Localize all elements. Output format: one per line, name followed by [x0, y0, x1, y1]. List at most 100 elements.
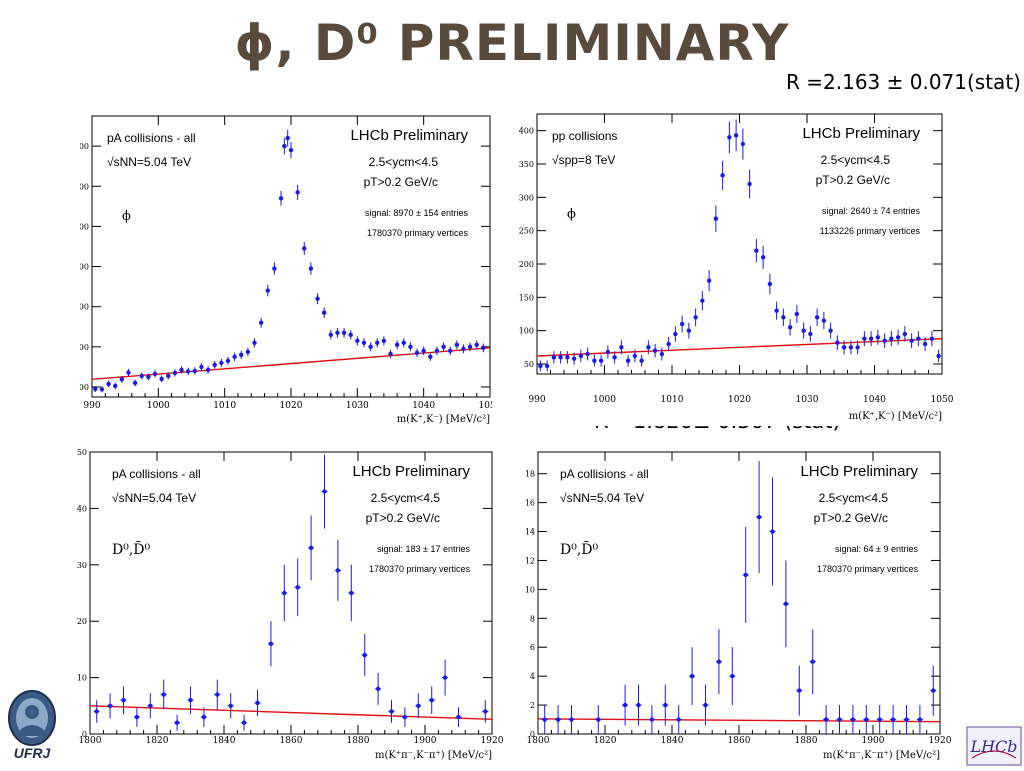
x-axis-label: m(K⁺π⁻,K⁻π⁺) [MeV/c²] [823, 750, 940, 761]
data-point [652, 343, 658, 358]
y-tick-label: 16 [525, 499, 535, 508]
data-point [781, 308, 786, 327]
data-point [551, 351, 557, 364]
data-point [592, 354, 597, 367]
data-point [740, 128, 746, 160]
data-point [713, 205, 719, 232]
data-point [99, 386, 105, 393]
data-point [808, 326, 813, 342]
x-tick-label: 1000 [593, 395, 616, 405]
data-point [267, 621, 274, 667]
particle-label: ϕ [122, 209, 131, 224]
ratio-phi: R =2.163 ± 0.071(stat) [786, 70, 1021, 94]
data-point [876, 705, 883, 734]
chart-d0-pA-left-svg: 1800 1820 1840 1860 1880 1900 1920 0 10 20 30 40 50 m… [77, 448, 504, 761]
x-tick-label: 1920 [929, 736, 952, 746]
x-tick-label: 1020 [280, 401, 303, 411]
data-point [747, 169, 752, 199]
data-point [612, 351, 617, 364]
data-point [281, 564, 288, 622]
data-point [930, 665, 937, 716]
x-tick-label: 1820 [594, 736, 617, 746]
data-point [294, 558, 301, 617]
pt-cut-label: pT>0.2 GeV/c [816, 173, 890, 187]
data-point [848, 340, 854, 355]
data-point [341, 327, 347, 338]
data-point [93, 700, 100, 723]
data-point [622, 684, 629, 726]
x-axis-label: m(K⁺,K⁻) [MeV/c²] [849, 411, 942, 422]
rapidity-label: 2.5<ycm<4.5 [369, 155, 439, 169]
data-point [782, 560, 789, 648]
data-point [119, 375, 125, 383]
y-tick-label: 100 [519, 327, 534, 336]
data-point [252, 338, 257, 348]
lhcb-preliminary-label: LHCb Preliminary [350, 127, 468, 144]
y-tick-label: 50 [524, 360, 534, 369]
data-point [646, 340, 651, 355]
chart-d0-pA-right-svg: 1800 1820 1840 1860 1880 1900 1920 0 2 4 6 8 10 12 14 1… [525, 451, 952, 761]
fit-line [536, 337, 943, 357]
data-point [434, 346, 440, 356]
data-point [133, 707, 140, 727]
data-point [308, 515, 315, 581]
data-point [272, 262, 277, 275]
data-point [862, 331, 867, 347]
y-tick-label: 14 [525, 528, 535, 537]
x-tick-label: 1800 [527, 736, 550, 746]
data-point [481, 343, 486, 353]
x-tick-label: 1010 [661, 395, 684, 405]
x-tick-label: 1020 [728, 395, 751, 405]
x-tick-label: 1900 [414, 736, 437, 746]
data-point [679, 315, 685, 333]
y-tick-label: 10 [77, 674, 87, 683]
x-tick-label: 1800 [79, 736, 102, 746]
data-point [334, 540, 341, 601]
pt-cut-label: pT>0.2 GeV/c [364, 175, 438, 189]
data-point [836, 705, 843, 734]
y-tick-label: 1200 [80, 182, 89, 191]
data-point [254, 689, 261, 717]
y-tick-label: 300 [519, 193, 534, 202]
x-tick-label: 1050 [931, 395, 954, 405]
data-point [823, 705, 830, 734]
primary-vertices-label: 1780370 primary vertices [369, 564, 471, 574]
data-point [648, 705, 655, 734]
data-point [185, 367, 191, 375]
data-point [179, 366, 184, 374]
data-point [192, 367, 198, 375]
particle-label: D⁰,D̄⁰ [560, 540, 599, 558]
chart-phi-pA-svg: 990 1000 1010 1020 1030 1040 1050 200 400 600 800 1… [80, 115, 492, 425]
data-point [895, 329, 901, 345]
data-point [936, 349, 941, 363]
y-tick-label: 150 [519, 293, 534, 302]
x-tick-label: 1880 [795, 736, 818, 746]
data-point [415, 693, 422, 719]
data-point [639, 354, 644, 367]
signal-entries-label: signal: 8970 ± 154 entries [365, 208, 469, 218]
data-point [335, 327, 340, 338]
data-point [146, 373, 151, 381]
collision-label: pA collisions - all [107, 131, 196, 145]
energy-label: √sNN=5.04 TeV [112, 491, 196, 505]
x-axis-label: m(K⁺,K⁻) [MeV/c²] [397, 414, 490, 425]
data-point [875, 329, 881, 345]
y-tick-label: 350 [519, 160, 534, 169]
data-point [916, 705, 923, 734]
data-point [482, 700, 489, 723]
data-point [578, 349, 584, 363]
data-point [702, 684, 709, 726]
data-point [282, 137, 287, 155]
data-point [619, 340, 624, 355]
x-tick-label: 1040 [412, 401, 435, 411]
data-point [239, 350, 244, 360]
data-point [461, 344, 466, 354]
data-point [841, 340, 847, 355]
data-point [265, 284, 270, 297]
data-point [555, 705, 562, 734]
x-tick-label: 1000 [147, 401, 170, 411]
x-tick-label: 1040 [863, 395, 886, 405]
data-point [756, 461, 763, 574]
data-point [455, 707, 462, 727]
data-point [909, 333, 914, 349]
